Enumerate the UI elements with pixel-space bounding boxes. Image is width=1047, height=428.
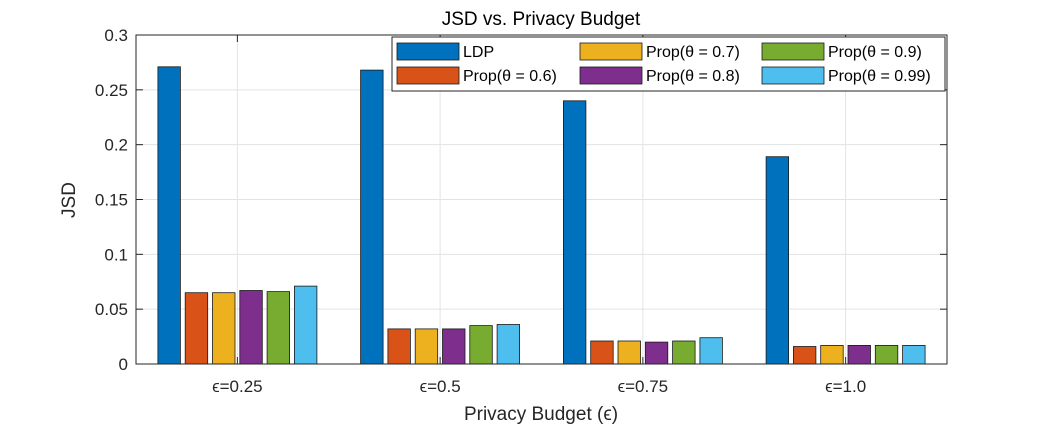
bar: [644, 341, 669, 365]
legend-label: Prop(θ = 0.7): [646, 44, 740, 61]
x-tick-label: ϵ=0.75: [618, 377, 669, 396]
bar: [266, 291, 291, 365]
legend-swatch: [761, 66, 825, 85]
bar: [184, 292, 209, 365]
y-tick-label: 0.15: [95, 191, 128, 210]
y-axis-ticks: 0 0.05 0.1 0.15 0.2 0.25 0.3: [95, 26, 947, 374]
bar: [360, 69, 384, 365]
x-tick-label: ϵ=0.25: [212, 377, 263, 396]
y-tick-label: 0.25: [95, 81, 128, 100]
bar: [874, 344, 899, 365]
legend-label: Prop(θ = 0.6): [463, 68, 557, 85]
y-tick-label: 0.3: [104, 26, 128, 45]
legend-swatch: [579, 42, 643, 61]
legend-swatch: [396, 66, 460, 85]
legend-swatch: [761, 42, 825, 61]
y-tick-label: 0.1: [104, 245, 128, 264]
bar: [239, 290, 263, 365]
x-axis-label: Privacy Budget (ϵ): [464, 404, 618, 425]
bar: [765, 156, 789, 365]
legend-label: LDP: [463, 44, 494, 61]
y-tick-label: 0: [119, 355, 128, 374]
legend: LDP Prop(θ = 0.6) Prop(θ = 0.7) Prop(θ = 0.…: [391, 36, 946, 92]
bar: [157, 66, 181, 365]
bar: [617, 340, 641, 365]
y-tick-label: 0.05: [95, 300, 128, 319]
bar: [563, 100, 587, 365]
y-tick-label: 0.2: [104, 136, 128, 155]
bar: [793, 346, 817, 365]
bar: [820, 344, 844, 365]
chart-title: JSD vs. Privacy Budget: [442, 9, 641, 30]
legend-box: [391, 36, 946, 92]
x-tick-label: ϵ=0.5: [420, 377, 461, 396]
x-tick-label: ϵ=1.0: [825, 377, 866, 396]
bar: [699, 337, 723, 365]
bar: [293, 285, 318, 365]
legend-label: Prop(θ = 0.9): [828, 44, 922, 61]
legend-swatch: [579, 66, 643, 85]
bar: [414, 328, 439, 365]
bar: [590, 340, 614, 365]
bar: [387, 328, 411, 365]
legend-label: Prop(θ = 0.8): [646, 68, 740, 85]
bar: [496, 324, 521, 365]
bar: [469, 325, 493, 365]
bar: [442, 328, 466, 365]
legend-swatch: [396, 42, 460, 61]
bar: [847, 344, 871, 365]
legend-label: Prop(θ = 0.99): [828, 68, 931, 85]
bar: [212, 292, 236, 365]
bars: [157, 66, 926, 365]
y-axis-label: JSD: [59, 182, 80, 218]
bar: [902, 344, 926, 365]
x-axis-ticks: ϵ=0.25 ϵ=0.5 ϵ=0.75 ϵ=1.0: [212, 35, 866, 396]
bar: [672, 340, 696, 365]
